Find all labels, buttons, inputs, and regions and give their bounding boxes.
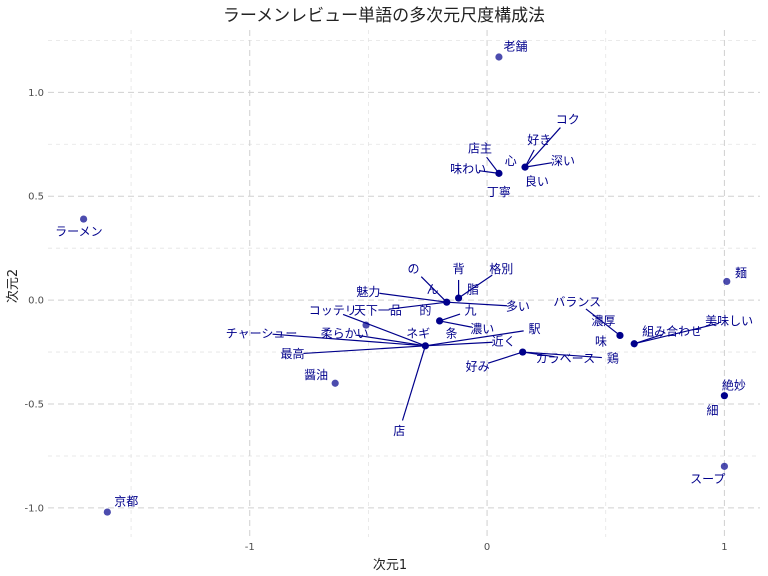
data-point bbox=[103, 508, 111, 516]
word-label: の bbox=[407, 262, 419, 276]
x-tick-label: 0 bbox=[484, 542, 490, 553]
word-label: 近く bbox=[492, 335, 516, 349]
word-label: コッテリ bbox=[309, 304, 357, 318]
tick-labels: -1 0 1 -1.0 -0.5 0.0 0.5 1.0 bbox=[24, 88, 727, 553]
leader-line bbox=[585, 308, 621, 336]
data-point bbox=[80, 215, 88, 223]
word-label: 丁寧 bbox=[487, 184, 511, 199]
data-point bbox=[495, 53, 503, 61]
leader-line bbox=[272, 333, 426, 347]
word-label: 心 bbox=[505, 154, 517, 168]
word-label: 店 bbox=[393, 424, 405, 438]
word-label: 柔らかい bbox=[321, 326, 369, 340]
leader-line bbox=[420, 276, 448, 303]
leader-line bbox=[303, 345, 426, 355]
data-point bbox=[362, 321, 370, 329]
word-label: 濃厚 bbox=[591, 314, 615, 328]
word-label: 好み bbox=[466, 360, 490, 374]
word-label: ネギ bbox=[406, 326, 430, 340]
word-label: 最高 bbox=[280, 346, 304, 361]
word-label: 脂 bbox=[467, 282, 479, 297]
word-label: 麺 bbox=[735, 266, 747, 280]
word-label: コク bbox=[556, 112, 580, 126]
leader-line bbox=[425, 341, 493, 347]
leader-line bbox=[522, 351, 602, 359]
data-point bbox=[519, 348, 527, 356]
leader-line bbox=[524, 162, 553, 168]
leader-line bbox=[355, 334, 426, 347]
data-point bbox=[720, 392, 729, 400]
word-label: 京都 bbox=[114, 495, 138, 509]
word-label: 多い bbox=[506, 299, 530, 313]
word-label: 駅 bbox=[529, 322, 541, 336]
data-point bbox=[495, 169, 503, 177]
leader-line bbox=[439, 320, 472, 328]
chart-title: ラーメンレビュー単語の多次元尺度構成法 bbox=[223, 6, 545, 26]
word-label: 魅力 bbox=[356, 284, 380, 299]
leader-line bbox=[401, 345, 426, 421]
data-point bbox=[436, 317, 444, 325]
word-label: 良い bbox=[525, 174, 549, 189]
word-label: 天下一品 bbox=[354, 304, 402, 318]
data-point bbox=[720, 462, 729, 470]
x-axis-title: 次元1 bbox=[373, 557, 407, 573]
leader-line bbox=[342, 313, 426, 347]
word-label: ラーメン bbox=[55, 225, 103, 239]
word-label: 的 bbox=[419, 303, 431, 318]
word-label: スープ bbox=[690, 472, 725, 486]
data-points bbox=[80, 53, 731, 516]
word-label: 美味しい bbox=[705, 314, 753, 328]
data-point bbox=[421, 342, 429, 350]
data-point bbox=[443, 298, 451, 306]
y-axis-title: 次元2 bbox=[5, 269, 21, 303]
leader-line bbox=[388, 301, 447, 310]
leader-line bbox=[524, 127, 561, 168]
word-label: 店主 bbox=[468, 141, 492, 155]
word-label: 細 bbox=[707, 403, 719, 417]
grid bbox=[48, 30, 760, 537]
word-label: 味わい bbox=[450, 162, 486, 176]
word-label: 絶妙 bbox=[722, 377, 746, 392]
word-label: チャーシュー bbox=[226, 326, 298, 340]
word-label: 九 bbox=[464, 304, 476, 318]
word-label: カラベース bbox=[536, 351, 595, 365]
data-point bbox=[521, 163, 529, 171]
y-tick-label: 0.5 bbox=[28, 192, 44, 203]
data-point bbox=[454, 294, 463, 302]
y-tick-label: -1.0 bbox=[24, 503, 44, 514]
y-tick-label: 1.0 bbox=[28, 88, 44, 99]
x-tick-label: 1 bbox=[721, 542, 727, 553]
word-label: 深い bbox=[551, 154, 575, 168]
data-point bbox=[723, 277, 731, 286]
x-tick-label: -1 bbox=[245, 542, 255, 553]
leader-line bbox=[487, 351, 523, 364]
word-label: ん bbox=[426, 283, 438, 297]
word-label: 組み合わせ bbox=[642, 323, 702, 338]
word-label: 味 bbox=[595, 335, 607, 349]
data-point bbox=[331, 379, 339, 387]
word-label: 好き bbox=[527, 133, 551, 147]
y-tick-label: -0.5 bbox=[24, 400, 44, 411]
y-tick-label: 0.0 bbox=[28, 296, 44, 307]
leader-line bbox=[425, 330, 524, 347]
leader-line bbox=[634, 322, 719, 345]
leader-line bbox=[379, 292, 447, 303]
word-label: 条 bbox=[445, 326, 457, 340]
word-label: 背 bbox=[453, 262, 465, 276]
word-label: 鶏 bbox=[607, 351, 619, 365]
data-point bbox=[616, 331, 624, 340]
word-label: 濃い bbox=[470, 322, 494, 336]
leader-line bbox=[446, 301, 507, 307]
leader-line bbox=[458, 274, 493, 299]
word-label: バランス bbox=[553, 295, 601, 309]
word-label: 醤油 bbox=[304, 367, 328, 382]
word-label: 格別 bbox=[489, 261, 513, 276]
word-label: 老舗 bbox=[504, 40, 528, 54]
data-point bbox=[630, 340, 638, 348]
